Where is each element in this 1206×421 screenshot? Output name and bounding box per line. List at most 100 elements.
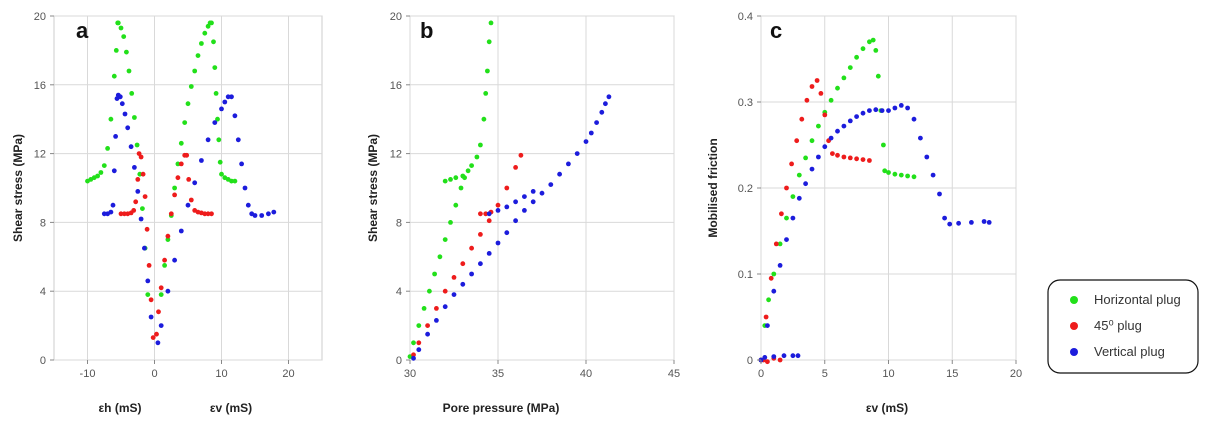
panel-b-point-vertical-plug: [478, 261, 483, 267]
panel-a-ytick-label: 20: [34, 11, 46, 23]
panel-b-point-vertical-plug: [495, 208, 501, 213]
panel-b-ytick-label: 12: [390, 149, 402, 161]
panel-b-point-vertical-plug: [425, 331, 430, 337]
panel-c-point-horizontal-plug: [882, 168, 888, 174]
panel-b-point-vertical-plug: [566, 161, 571, 167]
panel-b-point-vertical-plug: [451, 292, 457, 297]
panel-a-point-vertical-plug: [145, 278, 151, 284]
panel-c-label: c: [770, 18, 782, 43]
panel-c-point-45-plug: [763, 314, 769, 320]
panel-c-point-horizontal-plug: [881, 142, 886, 148]
panel-b-point-vertical-plug: [460, 281, 466, 287]
panel-a-point-vertical-plug: [239, 161, 245, 167]
panel-b-xlabel: Pore pressure (MPa): [443, 401, 560, 415]
panel-a-point-vertical-plug: [114, 96, 120, 101]
legend-marker-vertical: [1070, 348, 1078, 356]
panel-a-point-vertical-plug: [178, 228, 184, 234]
panel-b-xtick-label: 35: [492, 368, 504, 380]
panel-b-point-vertical-plug: [548, 182, 554, 188]
panel-c-point-vertical-plug: [835, 128, 840, 134]
panel-b-point-horizontal-plug: [474, 154, 480, 160]
panel-b-point-45-plug: [495, 202, 501, 208]
panel-a-ylabel: Shear stress (MPa): [11, 134, 25, 242]
panel-b-point-horizontal-plug: [411, 340, 416, 346]
panel-c-point-horizontal-plug: [771, 271, 777, 277]
panel-a-point-45-plug: [209, 211, 214, 217]
panel-a-ytick-label: 16: [34, 80, 46, 92]
panel-a-point-horizontal-plug: [108, 116, 114, 122]
panel-a-point-45-plug: [184, 152, 190, 158]
panel-b-point-vertical-plug: [486, 251, 492, 256]
panel-a-point-horizontal-plug: [182, 120, 188, 125]
panel-c-point-vertical-plug: [781, 353, 787, 359]
panel-c-point-vertical-plug: [847, 118, 853, 124]
panel-a-point-horizontal-plug: [211, 39, 216, 45]
panel-a-point-horizontal-plug: [129, 91, 135, 96]
panel-c-point-horizontal-plug: [898, 172, 904, 178]
panel-a-point-vertical-plug: [158, 323, 164, 328]
panel-a-xtick-label: -10: [80, 368, 96, 380]
panel-c-point-vertical-plug: [828, 135, 834, 141]
panel-a-point-vertical-plug: [165, 288, 171, 294]
panel-b-point-vertical-plug: [583, 139, 589, 145]
panel-c-point-horizontal-plug: [777, 241, 783, 247]
panel-c-point-vertical-plug: [867, 108, 872, 113]
panel-a-point-45-plug: [150, 335, 156, 340]
panel-a-point-horizontal-plug: [162, 263, 168, 268]
panel-c-point-vertical-plug: [898, 103, 904, 108]
panel-a-point-vertical-plug: [111, 168, 117, 174]
panel-a-point-vertical-plug: [192, 180, 198, 186]
panel-c-point-vertical-plug: [762, 355, 768, 360]
panel-c-point-horizontal-plug: [784, 215, 789, 221]
panel-b-label: b: [420, 18, 433, 43]
panel-a-point-vertical-plug: [229, 94, 234, 100]
panel-c-point-horizontal-plug: [905, 173, 910, 179]
panel-a-point-vertical-plug: [132, 165, 137, 170]
panel-c-point-vertical-plug: [822, 144, 828, 150]
panel-a-point-horizontal-plug: [101, 163, 107, 169]
panel-a-ytick-label: 0: [40, 355, 46, 367]
panel-a-point-45-plug: [146, 263, 152, 268]
panel-b-point-horizontal-plug: [448, 220, 453, 225]
panel-b-point-horizontal-plug: [483, 91, 489, 96]
panel-b-point-vertical-plug: [557, 171, 562, 177]
panel-c-point-horizontal-plug: [766, 297, 771, 303]
panel-b-point-vertical-plug: [434, 318, 439, 323]
panel-c-point-45-plug: [822, 112, 828, 118]
panel-a-point-vertical-plug: [122, 111, 128, 117]
panel-a-point-horizontal-plug: [98, 170, 104, 175]
panel-a-point-horizontal-plug: [175, 161, 181, 167]
panel-a-point-vertical-plug: [205, 137, 211, 143]
panel-b-point-horizontal-plug: [437, 254, 443, 260]
panel-c-ylabel: Mobilised friction: [706, 138, 720, 237]
panel-c-point-45-plug: [768, 275, 774, 281]
panel-a-point-vertical-plug: [119, 101, 125, 107]
panel-c-ytick-label: 0.4: [738, 11, 753, 23]
panel-c-xlabel: εv (mS): [866, 401, 908, 415]
panel-c-point-45-plug: [784, 185, 789, 191]
panel-b-xtick-label: 40: [580, 368, 592, 380]
panel-b-point-vertical-plug: [574, 151, 580, 157]
panel-c-point-45-plug: [773, 241, 779, 247]
panel-a-point-horizontal-plug: [85, 178, 90, 184]
panel-a-point-vertical-plug: [225, 94, 231, 100]
panel-c-point-vertical-plug: [803, 181, 808, 187]
panel-c-point-45-plug: [841, 154, 847, 160]
panel-a-point-horizontal-plug: [134, 142, 140, 148]
panel-a-point-45-plug: [162, 257, 168, 263]
panel-b-point-horizontal-plug: [481, 116, 487, 122]
legend-label-horizontal: Horizontal plug: [1094, 292, 1181, 307]
panel-a-point-horizontal-plug: [124, 49, 129, 55]
panel-c-point-45-plug: [809, 84, 815, 89]
panel-c-point-vertical-plug: [790, 215, 796, 221]
panel-a-point-vertical-plug: [142, 245, 147, 251]
panel-c-xtick-label: 5: [822, 368, 828, 380]
panel-b-point-45-plug: [434, 306, 439, 311]
panel-c-point-vertical-plug: [937, 191, 942, 197]
panel-c-point-45-plug: [830, 151, 835, 157]
panel-c-point-vertical-plug: [860, 110, 866, 116]
panel-a-point-horizontal-plug: [140, 206, 145, 212]
panel-a-xtick-label: 10: [215, 368, 227, 380]
panel-c-point-horizontal-plug: [790, 194, 796, 200]
panel-b-point-45-plug: [478, 211, 483, 217]
